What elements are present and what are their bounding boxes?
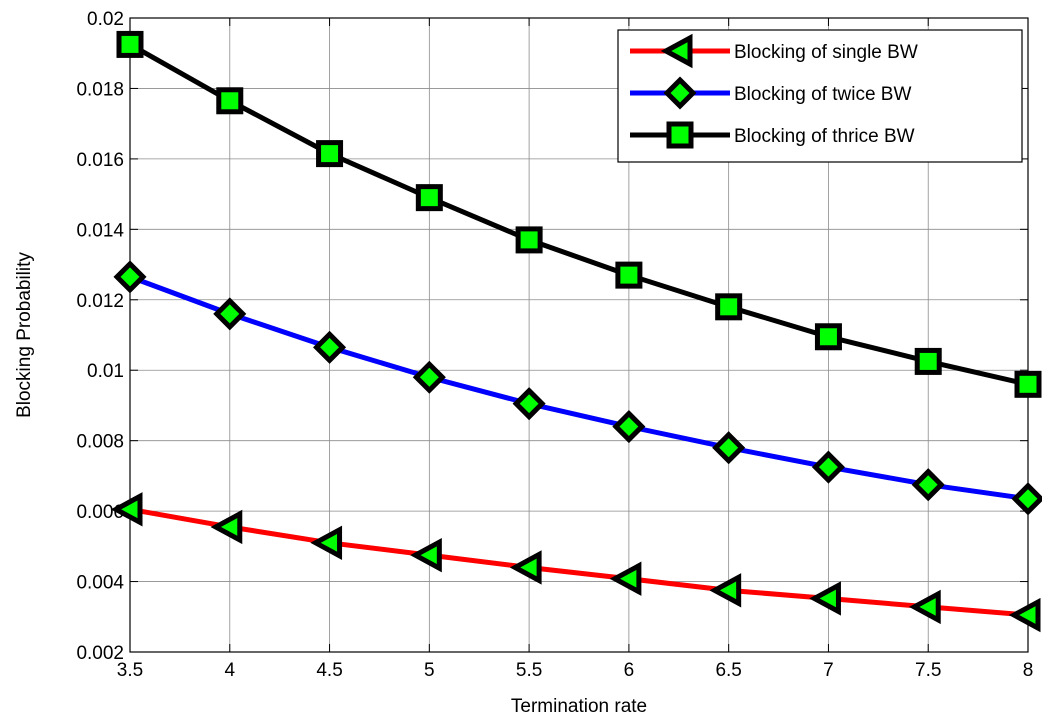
- y-tick-label: 0.006: [76, 502, 124, 523]
- x-tick-label: 4: [224, 660, 235, 681]
- data-point: [313, 330, 347, 364]
- x-tick-label: 8: [1023, 660, 1034, 681]
- series-2: [113, 260, 1042, 516]
- y-tick-label: 0.014: [76, 220, 124, 241]
- data-point: [515, 226, 543, 254]
- legend-entry: Blocking of single BW: [630, 33, 918, 69]
- data-point: [210, 509, 243, 545]
- x-axis-title: Termination rate: [511, 696, 647, 717]
- data-point: [213, 297, 247, 331]
- data-point: [811, 450, 845, 484]
- x-tick-label: 5.5: [516, 660, 542, 681]
- data-point: [113, 260, 147, 294]
- data-point: [512, 387, 546, 421]
- legend-entry: Blocking of thrice BW: [630, 121, 915, 149]
- data-point: [310, 525, 343, 561]
- y-tick-label: 0.016: [76, 150, 124, 171]
- data-point: [911, 468, 945, 502]
- y-axis-title: Blocking Probability: [14, 252, 35, 418]
- data-point: [609, 561, 642, 596]
- y-tick-label: 0.008: [76, 432, 124, 453]
- x-tick-label: 7: [823, 660, 834, 681]
- series-1: [110, 492, 1041, 633]
- series-line: [129, 274, 1029, 502]
- data-point: [814, 323, 842, 351]
- data-point: [809, 581, 841, 616]
- data-point: [509, 550, 542, 585]
- legend-label: Blocking of thrice BW: [734, 126, 915, 147]
- data-point: [415, 184, 443, 212]
- series-3: [116, 30, 1042, 398]
- data-point: [410, 537, 442, 573]
- legend-label: Blocking of single BW: [734, 42, 918, 63]
- data-point: [412, 360, 446, 394]
- series-line: [129, 506, 1029, 618]
- series-line: [128, 42, 1029, 387]
- legend: Blocking of single BW Blocking of twice B…: [617, 29, 1023, 163]
- legend-marker: [663, 76, 697, 110]
- data-point: [110, 492, 143, 527]
- series-lines: [110, 30, 1042, 633]
- x-tick-label: 4.5: [316, 660, 342, 681]
- x-tick-label: 6: [624, 660, 635, 681]
- y-tick-label: 0.018: [76, 79, 124, 100]
- x-tick-label: 7.5: [915, 660, 941, 681]
- x-tick-label: 5: [424, 660, 435, 681]
- data-point: [615, 261, 643, 289]
- legend-label: Blocking of twice BW: [734, 84, 911, 105]
- axis-ticks: 3.5 4 4.5 5 5.5 6 6.5 7 7.5 8 0.002 0.004 0.006 0.008…: [76, 9, 1033, 681]
- data-point: [712, 431, 746, 465]
- y-tick-label: 0.02: [87, 9, 124, 30]
- data-point: [1014, 370, 1042, 398]
- y-tick-label: 0.012: [76, 291, 124, 312]
- data-point: [216, 87, 244, 115]
- x-tick-label: 3.5: [117, 660, 143, 681]
- legend-entry: Blocking of twice BW: [630, 76, 911, 110]
- data-point: [709, 573, 742, 608]
- x-tick-label: 6.5: [715, 660, 741, 681]
- data-point: [715, 293, 743, 321]
- plot-frame: [129, 17, 1029, 653]
- y-tick-label: 0.004: [76, 573, 124, 594]
- legend-marker: [666, 121, 694, 149]
- data-point: [1008, 597, 1041, 633]
- data-point: [914, 347, 942, 375]
- data-point: [116, 30, 144, 58]
- y-tick-label: 0.002: [76, 643, 124, 664]
- data-point: [908, 589, 941, 625]
- data-point: [612, 410, 646, 444]
- data-point: [1011, 482, 1042, 516]
- y-tick-label: 0.01: [87, 361, 124, 382]
- legend-marker: [660, 33, 693, 69]
- data-point: [316, 140, 344, 168]
